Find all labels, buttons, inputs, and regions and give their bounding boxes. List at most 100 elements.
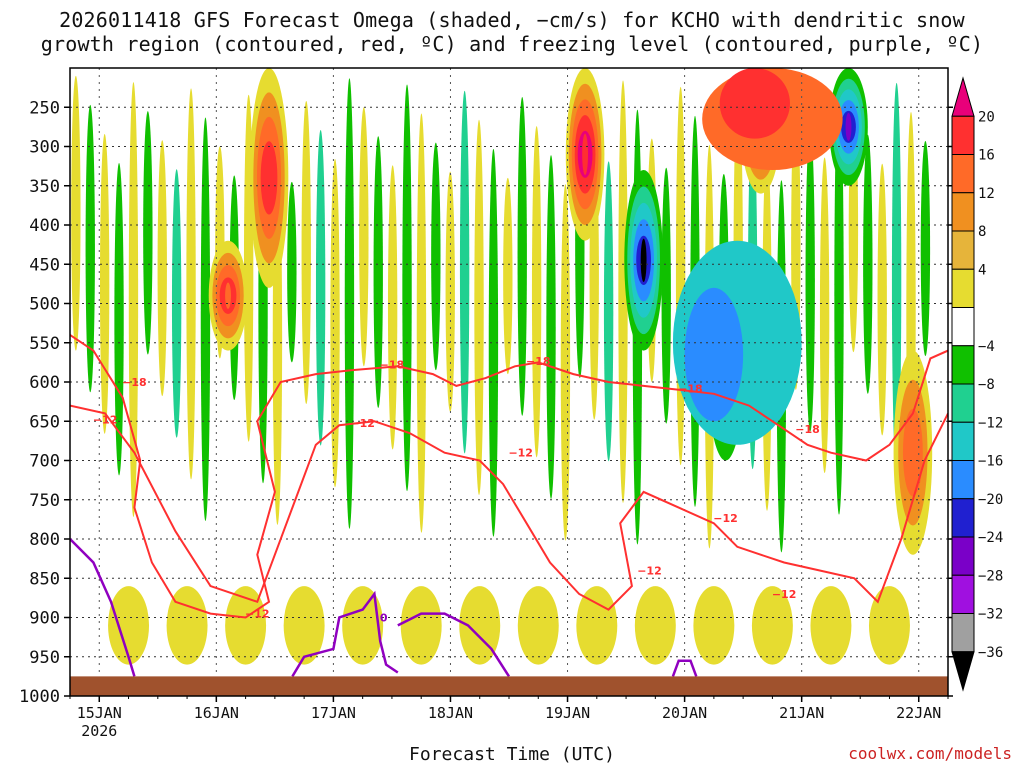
- omega-streak: [330, 159, 340, 488]
- omega-streak: [546, 155, 556, 499]
- omega-streak: [891, 82, 902, 477]
- omega-streak: [531, 126, 542, 458]
- y-tick-label: 600: [29, 373, 60, 393]
- dgz-contour-0: [70, 334, 948, 619]
- y-tick-label: 300: [29, 138, 60, 158]
- y-tick-label: 500: [29, 295, 60, 315]
- omega-lowlevel: [576, 586, 618, 665]
- freezing-contour-3: [671, 659, 698, 677]
- colorbar-segment: [951, 230, 975, 270]
- omega-streak: [618, 80, 628, 503]
- colorbar-segment: [951, 154, 975, 194]
- omega-streak: [157, 140, 167, 397]
- omega-lowlevel: [634, 586, 676, 665]
- omega-feature-core-2: [582, 133, 589, 176]
- omega-streak: [128, 82, 139, 518]
- colorbar-segment: [951, 307, 975, 347]
- colorbar-bottom-triangle: [951, 651, 975, 692]
- colorbar-segment: [951, 345, 975, 385]
- colorbar-label: −16: [978, 454, 1003, 470]
- x-tick-label: 16JAN: [194, 704, 239, 722]
- omega-streak: [805, 128, 815, 432]
- omega-lowlevel: [459, 586, 501, 665]
- omega-streak: [661, 167, 671, 424]
- colorbar-label: 20: [978, 109, 995, 125]
- chart-title-line-1: 2026011418 GFS Forecast Omega (shaded, −…: [59, 8, 965, 32]
- omega-mid-core: [684, 287, 744, 422]
- ground-fill: [70, 676, 948, 696]
- omega-upper-core: [719, 68, 790, 139]
- colorbar-segment: [951, 268, 975, 308]
- omega-streak: [431, 142, 441, 371]
- omega-feature-core-0: [266, 151, 272, 205]
- omega-feature-core-3: [640, 238, 647, 282]
- colorbar-segment: [951, 460, 975, 500]
- colorbar-label: −28: [978, 568, 1003, 584]
- colorbar-label: −24: [978, 530, 1003, 546]
- omega-streak: [71, 75, 81, 351]
- omega-streak: [373, 136, 383, 408]
- colorbar-label: −4: [978, 339, 995, 355]
- x-tick-label: 18JAN: [428, 704, 473, 722]
- omega-lowlevel: [342, 586, 384, 665]
- dgz-contour-label: −12: [637, 564, 662, 577]
- omega-streak: [834, 76, 844, 515]
- omega-streak: [488, 148, 499, 537]
- omega-lowlevel: [751, 586, 793, 665]
- colorbar-label: −36: [978, 645, 1003, 661]
- omega-streak: [819, 157, 830, 474]
- omega-streak: [344, 78, 355, 529]
- omega-streak: [99, 133, 110, 434]
- omega-streak: [445, 171, 455, 412]
- omega-streak: [143, 111, 153, 355]
- omega-streak: [315, 130, 326, 446]
- dgz-contour-label: −18: [795, 423, 820, 436]
- omega-lowlevel: [166, 586, 208, 665]
- x-tick-label: 15JAN: [77, 704, 122, 722]
- omega-streak: [301, 100, 311, 404]
- omega-lowlevel: [693, 586, 735, 665]
- omega-streak: [171, 169, 182, 438]
- omega-streak: [287, 181, 297, 363]
- colorbar-top-triangle: [951, 76, 975, 117]
- omega-lowlevel: [810, 586, 852, 665]
- x-tick-label: 19JAN: [545, 704, 590, 722]
- colorbar-segment: [951, 574, 975, 614]
- y-tick-label: 550: [29, 334, 60, 354]
- freezing-contour-1: [291, 590, 399, 678]
- y-tick-label: 1000: [19, 687, 60, 707]
- x-tick-label: 20JAN: [662, 704, 707, 722]
- omega-lowlevel: [108, 586, 150, 665]
- x-tick-label: 17JAN: [311, 704, 356, 722]
- omega-streak: [517, 97, 527, 416]
- y-tick-label: 250: [29, 98, 60, 118]
- x-tick-label: 22JAN: [896, 704, 941, 722]
- y-tick-label: 850: [29, 569, 60, 589]
- dgz-contour-label: −12: [772, 588, 797, 601]
- omega-streak: [503, 177, 513, 375]
- x-tick-label: 21JAN: [779, 704, 824, 722]
- y-tick-label: 450: [29, 255, 60, 275]
- omega-streak: [459, 90, 470, 454]
- site-credit: coolwx.com/models: [848, 744, 1012, 763]
- dgz-contour-label: −12: [245, 608, 270, 621]
- omega-streak: [186, 88, 196, 480]
- colorbar-label: 8: [978, 224, 986, 240]
- omega-feature-core-1: [225, 282, 231, 309]
- y-tick-label: 800: [29, 530, 60, 550]
- dgz-contour-label: −18: [122, 376, 147, 389]
- x-tick-sublabel: 2026: [81, 722, 117, 740]
- dgz-contour-label: −18: [380, 359, 405, 372]
- dgz-contour-label: −18: [678, 382, 703, 395]
- omega-lowlevel: [400, 586, 442, 665]
- freezing-contour-label: 0: [380, 612, 388, 625]
- omega-feature-core-7: [909, 428, 916, 478]
- omega-streak: [402, 84, 412, 492]
- colorbar-label: −32: [978, 607, 1003, 623]
- colorbar-segment: [951, 383, 975, 423]
- omega-streak: [85, 104, 95, 393]
- omega-lowlevel: [517, 586, 559, 665]
- colorbar-label: 4: [978, 262, 986, 278]
- omega-streak: [863, 134, 873, 394]
- colorbar-segment: [951, 536, 975, 576]
